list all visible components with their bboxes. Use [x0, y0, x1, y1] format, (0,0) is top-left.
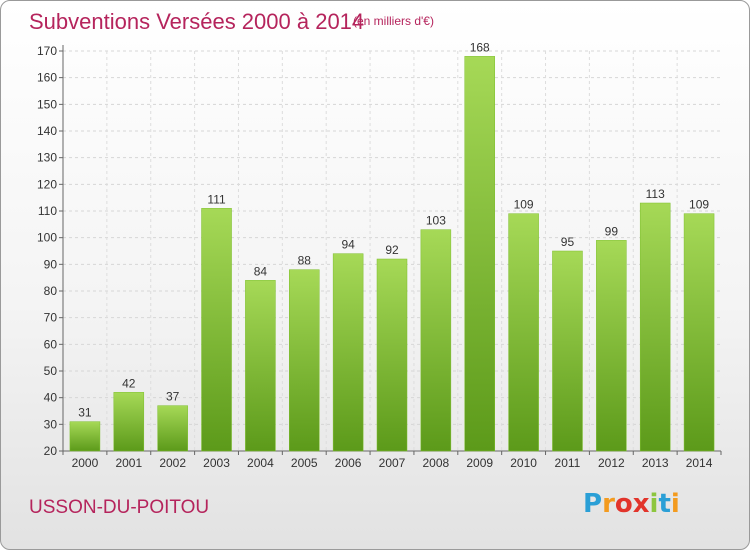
y-tick-label: 80 [44, 284, 58, 298]
data-label-2003: 111 [207, 192, 226, 206]
bar-2012 [596, 240, 627, 452]
data-label-2010: 109 [514, 198, 534, 212]
bar-2001 [113, 392, 145, 452]
data-label-2000: 31 [78, 406, 92, 420]
proxiti-logo: Proxiti [583, 489, 680, 519]
bar-2008 [420, 229, 452, 452]
y-tick-label: 50 [44, 364, 58, 378]
bar-2007 [376, 258, 408, 452]
logo-letter: i [649, 489, 659, 519]
bar-2011 [552, 250, 583, 452]
y-tick-label: 120 [37, 177, 57, 191]
x-tick-label-2009: 2009 [466, 456, 493, 470]
x-tick-label-2011: 2011 [555, 456, 581, 470]
x-tick-label-2000: 2000 [72, 456, 99, 470]
y-tick-label: 70 [44, 311, 58, 325]
x-tick-label-2006: 2006 [335, 456, 362, 470]
bar-2005 [289, 269, 320, 452]
data-labels: 31 42 37 111 84 88 94 92 103 168 109 95 99 113 109 [78, 40, 709, 419]
axes: 20 30 40 50 60 70 80 90 100 110 120 130 140 150 160 170… [37, 44, 722, 470]
x-tick-label-2005: 2005 [291, 456, 318, 470]
data-label-2007: 92 [385, 243, 399, 257]
bar-2006 [332, 253, 364, 452]
y-tick-label: 90 [44, 257, 58, 271]
x-tick-label-2008: 2008 [423, 456, 450, 470]
x-tick-label-2002: 2002 [159, 456, 186, 470]
x-tick-label-2001: 2001 [115, 456, 142, 470]
bar-2010 [508, 213, 539, 452]
bar-2000 [69, 421, 101, 452]
x-tick-label-2004: 2004 [247, 456, 274, 470]
y-tick-label: 150 [37, 97, 57, 111]
bar-2009 [464, 56, 495, 452]
data-label-2005: 88 [298, 254, 312, 268]
x-tick-label-2012: 2012 [598, 456, 625, 470]
y-tick-label: 60 [44, 337, 58, 351]
bars [69, 56, 715, 452]
bar-2003 [201, 208, 232, 452]
x-tick-label-2003: 2003 [203, 456, 230, 470]
chart-title: Subventions Versées 2000 à 2014 [29, 9, 365, 34]
y-tick-label: 110 [38, 204, 57, 218]
logo-letter: x [632, 489, 650, 519]
data-label-2008: 103 [426, 214, 446, 228]
bar-2014 [683, 213, 715, 452]
y-tick-label: 160 [37, 71, 57, 85]
x-tick-label-2013: 2013 [642, 456, 669, 470]
data-label-2004: 84 [254, 264, 268, 278]
data-label-2002: 37 [166, 390, 180, 404]
chart-subtitle: (en milliers d'€) [353, 14, 434, 28]
x-tick-label-2007: 2007 [379, 456, 406, 470]
logo-letter: t [658, 489, 671, 519]
logo-letter: o [614, 489, 633, 519]
data-label-2011: 95 [561, 235, 575, 249]
x-tick-label-2010: 2010 [510, 456, 537, 470]
x-tick-label-2014: 2014 [686, 456, 713, 470]
bar-2004 [245, 280, 276, 452]
data-label-2014: 109 [689, 198, 709, 212]
y-tick-label: 130 [37, 151, 57, 165]
bar-2013 [639, 202, 671, 452]
bar-2002 [157, 405, 188, 452]
data-label-2009: 168 [470, 40, 490, 54]
logo-letter: r [602, 489, 615, 519]
y-tick-label: 40 [44, 391, 58, 405]
y-tick-label: 30 [44, 417, 58, 431]
y-tick-label: 20 [44, 444, 58, 458]
y-tick-label: 100 [37, 231, 57, 245]
data-label-2012: 99 [605, 224, 619, 238]
y-tick-label: 140 [37, 124, 57, 138]
data-label-2013: 113 [646, 187, 665, 201]
logo-letter: P [583, 489, 603, 519]
logo-letter: i [670, 489, 680, 519]
commune-name: USSON-DU-POITOU [29, 497, 210, 518]
y-tick-label: 170 [37, 44, 57, 58]
data-label-2006: 94 [341, 238, 355, 252]
data-label-2001: 42 [122, 376, 136, 390]
